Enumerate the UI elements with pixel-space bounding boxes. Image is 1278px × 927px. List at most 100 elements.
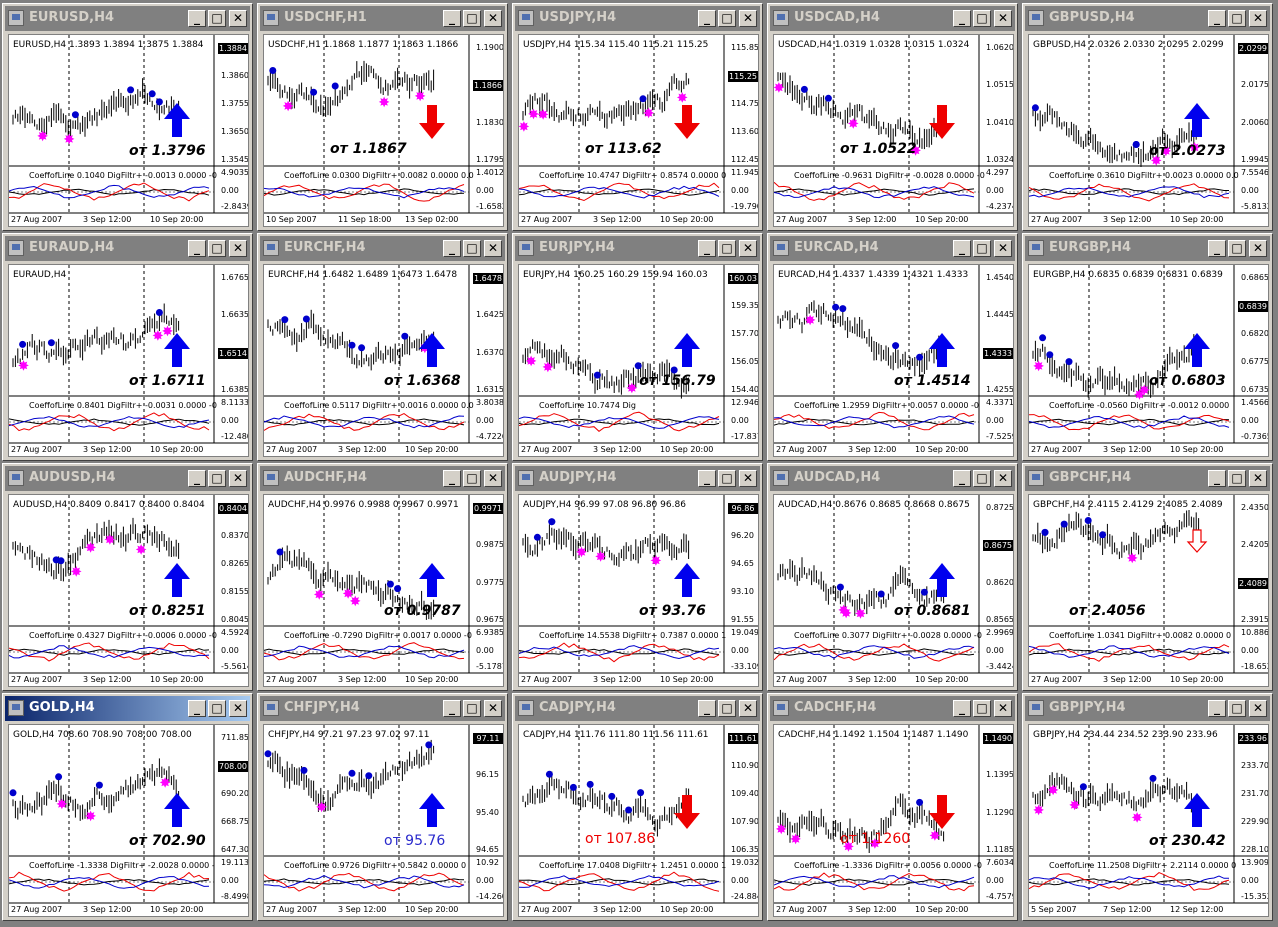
chart-window-usdchf[interactable]: USDCHF,H1 _ □ ✕ ✸ ✸ ✸ USDCHF,H1 1.1868 1.1… xyxy=(257,3,508,231)
chart-window-titlebar[interactable]: AUDCAD,H4 _ □ ✕ xyxy=(770,466,1015,491)
chart-window-titlebar[interactable]: USDCAD,H4 _ □ ✕ xyxy=(770,6,1015,31)
chart-window-gold[interactable]: GOLD,H4 _ □ ✕ ✸ ✸ ✸ GOLD,H4 708.60 708.90 … xyxy=(2,693,253,921)
minimize-button[interactable]: _ xyxy=(1208,700,1226,717)
close-button[interactable]: ✕ xyxy=(229,10,247,27)
chart-window-usdjpy[interactable]: USDJPY,H4 _ □ ✕ ✸ ✸ ✸ ✸ ✸ USDJPY,H4 115.34 1… xyxy=(512,3,763,231)
chart-window-gbpchf[interactable]: GBPCHF,H4 _ □ ✕ ✸ GBPCHF,H4 2.4115 2.412… xyxy=(1022,463,1273,691)
price-chart[interactable]: ✸ EURCHF,H4 1.6482 1.6489 1.6473 1.6478 … xyxy=(263,264,504,457)
close-button[interactable]: ✕ xyxy=(994,240,1012,257)
close-button[interactable]: ✕ xyxy=(1249,10,1267,27)
maximize-button[interactable]: □ xyxy=(973,240,991,257)
minimize-button[interactable]: _ xyxy=(698,240,716,257)
close-button[interactable]: ✕ xyxy=(994,10,1012,27)
maximize-button[interactable]: □ xyxy=(463,10,481,27)
price-chart[interactable]: ✸ ✸ ✸ AUDCHF,H4 0.9976 0.9988 0.9967 0.997… xyxy=(263,494,504,687)
minimize-button[interactable]: _ xyxy=(188,470,206,487)
chart-window-eurjpy[interactable]: EURJPY,H4 _ □ ✕ ✸ ✸ ✸ EURJPY,H4 160.25 160… xyxy=(512,233,763,461)
close-button[interactable]: ✕ xyxy=(484,700,502,717)
chart-window-titlebar[interactable]: EURCAD,H4 _ □ ✕ xyxy=(770,236,1015,261)
price-chart[interactable]: ✸ ✸ ✸ GOLD,H4 708.60 708.90 708.00 708.00 … xyxy=(8,724,249,917)
price-chart[interactable]: ✸ ✸ ✸ AUDCAD,H4 0.8676 0.8685 0.8668 0.867… xyxy=(773,494,1014,687)
chart-window-usdcad[interactable]: USDCAD,H4 _ □ ✕ ✸ ✸ ✸ USDCAD,H4 1.0319 1.0… xyxy=(767,3,1018,231)
maximize-button[interactable]: □ xyxy=(1228,10,1246,27)
chart-window-eurcad[interactable]: EURCAD,H4 _ □ ✕ ✸✸ EURCAD,H4 1.4337 1.43… xyxy=(767,233,1018,461)
price-chart[interactable]: ✸ ✸ ✸ USDCAD,H4 1.0319 1.0328 1.0315 1.032… xyxy=(773,34,1014,227)
chart-window-cadchf[interactable]: CADCHF,H4 _ □ ✕ ✸ ✸ ✸ ✸ ✸ CADCHF,H4 1.1492 1… xyxy=(767,693,1018,921)
chart-window-titlebar[interactable]: AUDUSD,H4 _ □ ✕ xyxy=(5,466,250,491)
price-chart[interactable]: ✸ ✸ ✸ AUDJPY,H4 96.99 97.08 96.80 96.86 96… xyxy=(518,494,759,687)
minimize-button[interactable]: _ xyxy=(953,470,971,487)
chart-window-titlebar[interactable]: USDCHF,H1 _ □ ✕ xyxy=(260,6,505,31)
maximize-button[interactable]: □ xyxy=(1228,700,1246,717)
chart-window-titlebar[interactable]: GBPJPY,H4 _ □ ✕ xyxy=(1025,696,1270,721)
price-chart[interactable]: ✸ ✸ ✸ GBPUSD,H4 2.0326 2.0330 2.0295 2.029… xyxy=(1028,34,1269,227)
maximize-button[interactable]: □ xyxy=(208,240,226,257)
price-chart[interactable]: ✸ ✸ ✸ ✸ AUDUSD,H4 0.8409 0.8417 0.8400 0.84… xyxy=(8,494,249,687)
price-chart[interactable]: ✸ ✸ ✸ EURJPY,H4 160.25 160.29 159.94 160.0… xyxy=(518,264,759,457)
chart-window-titlebar[interactable]: CADCHF,H4 _ □ ✕ xyxy=(770,696,1015,721)
minimize-button[interactable]: _ xyxy=(698,470,716,487)
chart-window-euraud[interactable]: EURAUD,H4 _ □ ✕ ✸ ✸ ✸ EURAUD,H4 1.6765 1.66… xyxy=(2,233,253,461)
chart-window-titlebar[interactable]: GBPCHF,H4 _ □ ✕ xyxy=(1025,466,1270,491)
chart-window-cadjpy[interactable]: CADJPY,H4 _ □ ✕ CADJPY,H4 111.76 111.80 … xyxy=(512,693,763,921)
maximize-button[interactable]: □ xyxy=(208,700,226,717)
chart-window-eurusd[interactable]: EURUSD,H4 _ □ ✕ ✸ ✸ EURUSD,H4 1.3893 1.38… xyxy=(2,3,253,231)
maximize-button[interactable]: □ xyxy=(208,470,226,487)
chart-window-titlebar[interactable]: EURUSD,H4 _ □ ✕ xyxy=(5,6,250,31)
minimize-button[interactable]: _ xyxy=(443,10,461,27)
price-chart[interactable]: ✸ ✸ ✸ USDCHF,H1 1.1868 1.1877 1.1863 1.186… xyxy=(263,34,504,227)
maximize-button[interactable]: □ xyxy=(463,470,481,487)
close-button[interactable]: ✕ xyxy=(229,700,247,717)
close-button[interactable]: ✕ xyxy=(1249,700,1267,717)
maximize-button[interactable]: □ xyxy=(1228,240,1246,257)
minimize-button[interactable]: _ xyxy=(443,240,461,257)
chart-window-audusd[interactable]: AUDUSD,H4 _ □ ✕ ✸ ✸ ✸ ✸ AUDUSD,H4 0.8409 0.… xyxy=(2,463,253,691)
maximize-button[interactable]: □ xyxy=(973,700,991,717)
maximize-button[interactable]: □ xyxy=(1228,470,1246,487)
close-button[interactable]: ✕ xyxy=(1249,470,1267,487)
minimize-button[interactable]: _ xyxy=(1208,470,1226,487)
chart-window-titlebar[interactable]: EURCHF,H4 _ □ ✕ xyxy=(260,236,505,261)
chart-window-titlebar[interactable]: EURGBP,H4 _ □ ✕ xyxy=(1025,236,1270,261)
close-button[interactable]: ✕ xyxy=(994,470,1012,487)
chart-window-titlebar[interactable]: EURAUD,H4 _ □ ✕ xyxy=(5,236,250,261)
chart-window-audjpy[interactable]: AUDJPY,H4 _ □ ✕ ✸ ✸ ✸ AUDJPY,H4 96.99 97.0… xyxy=(512,463,763,691)
minimize-button[interactable]: _ xyxy=(1208,240,1226,257)
close-button[interactable]: ✕ xyxy=(229,470,247,487)
chart-window-titlebar[interactable]: AUDCHF,H4 _ □ ✕ xyxy=(260,466,505,491)
chart-window-titlebar[interactable]: EURJPY,H4 _ □ ✕ xyxy=(515,236,760,261)
chart-window-eurgbp[interactable]: EURGBP,H4 _ □ ✕ ✸ ✸ ✸ EURGBP,H4 0.6835 0.6… xyxy=(1022,233,1273,461)
maximize-button[interactable]: □ xyxy=(973,10,991,27)
close-button[interactable]: ✕ xyxy=(994,700,1012,717)
chart-window-titlebar[interactable]: AUDJPY,H4 _ □ ✕ xyxy=(515,466,760,491)
minimize-button[interactable]: _ xyxy=(953,240,971,257)
minimize-button[interactable]: _ xyxy=(188,240,206,257)
minimize-button[interactable]: _ xyxy=(188,10,206,27)
close-button[interactable]: ✕ xyxy=(484,10,502,27)
maximize-button[interactable]: □ xyxy=(463,700,481,717)
chart-window-gbpusd[interactable]: GBPUSD,H4 _ □ ✕ ✸ ✸ ✸ GBPUSD,H4 2.0326 2.0… xyxy=(1022,3,1273,231)
close-button[interactable]: ✕ xyxy=(739,470,757,487)
price-chart[interactable]: CADJPY,H4 111.76 111.80 111.56 111.61 11… xyxy=(518,724,759,917)
chart-window-titlebar[interactable]: GOLD,H4 _ □ ✕ xyxy=(5,696,250,721)
close-button[interactable]: ✕ xyxy=(739,700,757,717)
maximize-button[interactable]: □ xyxy=(718,240,736,257)
chart-window-gbpjpy[interactable]: GBPJPY,H4 _ □ ✕ ✸ ✸ ✸ ✸ GBPJPY,H4 234.44 23… xyxy=(1022,693,1273,921)
chart-window-audchf[interactable]: AUDCHF,H4 _ □ ✕ ✸ ✸ ✸ AUDCHF,H4 0.9976 0.9… xyxy=(257,463,508,691)
chart-window-eurchf[interactable]: EURCHF,H4 _ □ ✕ ✸ EURCHF,H4 1.6482 1.648… xyxy=(257,233,508,461)
price-chart[interactable]: ✸✸ EURCAD,H4 1.4337 1.4339 1.4321 1.4333… xyxy=(773,264,1014,457)
maximize-button[interactable]: □ xyxy=(718,700,736,717)
price-chart[interactable]: ✸ ✸ ✸ ✸ ✸ CADCHF,H4 1.1492 1.1504 1.1487 1.1… xyxy=(773,724,1014,917)
close-button[interactable]: ✕ xyxy=(739,240,757,257)
price-chart[interactable]: ✸ ✸ ✸ EURGBP,H4 0.6835 0.6839 0.6831 0.683… xyxy=(1028,264,1269,457)
chart-window-titlebar[interactable]: CHFJPY,H4 _ □ ✕ xyxy=(260,696,505,721)
close-button[interactable]: ✕ xyxy=(739,10,757,27)
minimize-button[interactable]: _ xyxy=(443,470,461,487)
price-chart[interactable]: ✸ ✸ ✸ EURAUD,H4 1.6765 1.6635 1.6514 1.6385 Co… xyxy=(8,264,249,457)
maximize-button[interactable]: □ xyxy=(718,470,736,487)
close-button[interactable]: ✕ xyxy=(484,470,502,487)
price-chart[interactable]: ✸ GBPCHF,H4 2.4115 2.4129 2.4085 2.4089 … xyxy=(1028,494,1269,687)
price-chart[interactable]: ✸ ✸ ✸ ✸ GBPJPY,H4 234.44 234.52 233.90 233.… xyxy=(1028,724,1269,917)
minimize-button[interactable]: _ xyxy=(188,700,206,717)
close-button[interactable]: ✕ xyxy=(229,240,247,257)
